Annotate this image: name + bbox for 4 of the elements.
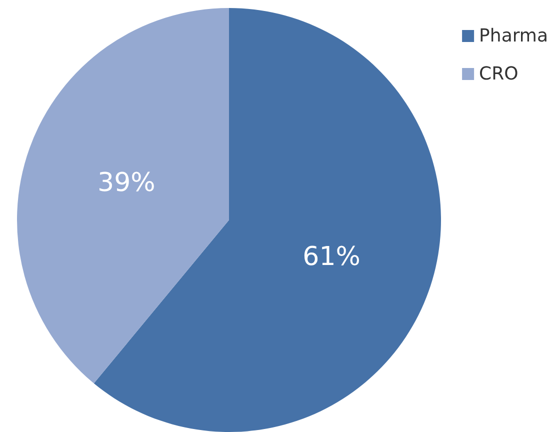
legend-label: Pharma <box>479 26 548 46</box>
data-label: 61% <box>302 242 360 272</box>
legend-label: CRO <box>479 64 518 84</box>
data-label: 39% <box>98 168 156 198</box>
